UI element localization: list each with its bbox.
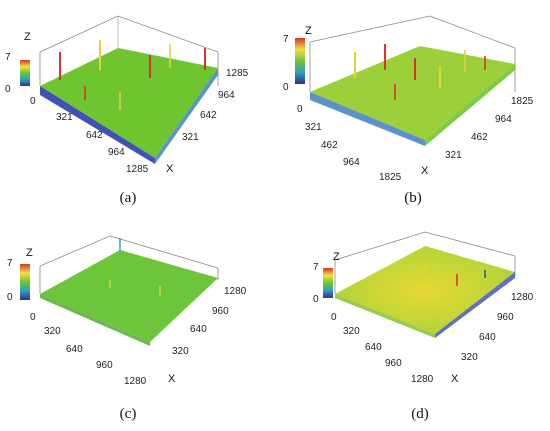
panel-d-z-label: Z [333, 251, 340, 263]
panel-a-y-tick-2: 964 [218, 90, 235, 101]
panel-a-frame-top [39, 15, 219, 53]
panel-b: 7 0 Z 0 321 462 964 1825 X 1825 964 462 … [275, 0, 550, 215]
panel-d-x-tick-4: 1280 [411, 374, 434, 385]
panel-c-x-tick-1: 320 [44, 326, 61, 337]
panel-a: 7 0 Z 0 321 642 964 1285 X 1285 964 642 … [0, 0, 275, 215]
panel-b-colorbar [295, 38, 305, 84]
panel-d: 7 0 Z 0 320 640 960 1280 X 1280 960 640 … [275, 216, 550, 431]
panel-d-x-tick-3: 960 [385, 358, 402, 369]
panel-c-y-tick-1: 640 [190, 324, 207, 335]
panel-b-x-tick-2: 462 [321, 140, 338, 151]
panel-c-y-tick-3: 1280 [224, 286, 247, 297]
panel-a-surface [40, 48, 218, 158]
panel-d-y-tick-1: 640 [479, 332, 496, 343]
panel-b-caption: (b) [404, 190, 422, 206]
panel-c-x-tick-4: 1280 [124, 376, 147, 387]
panel-d-plot: 7 0 Z 0 320 640 960 1280 X 1280 960 640 … [313, 231, 534, 385]
panel-c-surface [40, 250, 218, 342]
panel-a-x-label: X [166, 163, 174, 175]
panel-a-x-tick-3: 964 [108, 147, 125, 158]
panel-b-z-min: 0 [283, 82, 289, 93]
panel-a-y-tick-0: 321 [182, 132, 199, 143]
panel-c-x-label: X [168, 373, 176, 385]
panel-d-colorbar [323, 268, 333, 298]
panel-a-z-min: 0 [5, 84, 11, 95]
panel-a-y-tick-3: 1285 [226, 68, 249, 79]
panel-c-frame-top [39, 235, 219, 269]
panel-a-plot: 7 0 Z 0 321 642 964 1285 X 1285 964 642 … [5, 15, 249, 175]
panel-c-colorbar [20, 264, 30, 300]
panel-b-y-tick-3: 1825 [511, 96, 534, 107]
panel-c-x-tick-0: 0 [30, 312, 36, 323]
panel-c-x-tick-2: 640 [66, 344, 83, 355]
panel-d-caption: (d) [411, 406, 429, 422]
panel-a-x-tick-4: 1285 [126, 164, 149, 175]
panel-c-y-tick-0: 320 [172, 346, 189, 357]
panel-a-z-label: Z [24, 31, 31, 43]
panel-a-x-tick-1: 321 [56, 112, 73, 123]
panel-d-frame-top [334, 231, 516, 261]
panel-b-x-tick-3: 964 [343, 157, 360, 168]
panel-c-x-tick-3: 960 [96, 360, 113, 371]
panel-d-y-tick-2: 960 [497, 312, 514, 323]
panel-c-z-min: 0 [7, 292, 13, 303]
panel-a-z-max: 7 [5, 52, 11, 63]
panel-a-caption: (a) [119, 190, 137, 206]
panel-a-x-tick-2: 642 [86, 130, 103, 141]
panel-d-z-max: 7 [313, 262, 319, 273]
panel-c: 7 0 Z 0 320 640 960 1280 X 1280 960 640 … [0, 216, 275, 431]
panel-c-caption: (c) [119, 406, 137, 422]
panel-d-x-tick-1: 320 [343, 326, 360, 337]
panel-a-x-tick-0: 0 [30, 96, 36, 107]
panel-a-y-tick-1: 642 [200, 110, 217, 121]
panel-b-x-label: X [421, 165, 429, 177]
panel-d-peaks [424, 262, 486, 286]
panel-b-y-tick-1: 462 [471, 132, 488, 143]
panel-b-peaks [354, 44, 486, 100]
panel-a-peaks [59, 40, 206, 110]
panel-b-x-tick-4: 1825 [379, 172, 402, 183]
panel-b-surface [310, 46, 515, 140]
panel-b-z-label: Z [305, 25, 312, 37]
panel-b-y-tick-0: 321 [445, 150, 462, 161]
panel-c-z-label: Z [26, 247, 33, 259]
panel-b-y-tick-2: 964 [495, 114, 512, 125]
panel-c-z-max: 7 [7, 258, 13, 269]
panel-d-y-tick-0: 320 [461, 352, 478, 363]
panel-d-surface [335, 246, 515, 334]
panel-b-frame-top [309, 15, 516, 49]
panel-c-y-tick-2: 960 [212, 306, 229, 317]
panel-c-plot: 7 0 Z 0 320 640 960 1280 X 1280 960 640 … [7, 235, 247, 387]
panel-b-plot: 7 0 Z 0 321 462 964 1825 X 1825 964 462 … [283, 15, 534, 183]
panel-b-x-tick-1: 321 [305, 122, 322, 133]
panel-d-x-tick-2: 640 [365, 342, 382, 353]
panel-a-colorbar [20, 60, 30, 86]
panel-d-x-tick-0: 0 [331, 312, 337, 323]
panel-d-z-min: 0 [313, 294, 319, 305]
panel-c-peaks [109, 238, 161, 296]
panel-d-y-tick-3: 1280 [511, 292, 534, 303]
panel-b-x-tick-0: 0 [297, 104, 303, 115]
panel-d-x-label: X [451, 373, 459, 385]
panel-b-z-max: 7 [283, 34, 289, 45]
